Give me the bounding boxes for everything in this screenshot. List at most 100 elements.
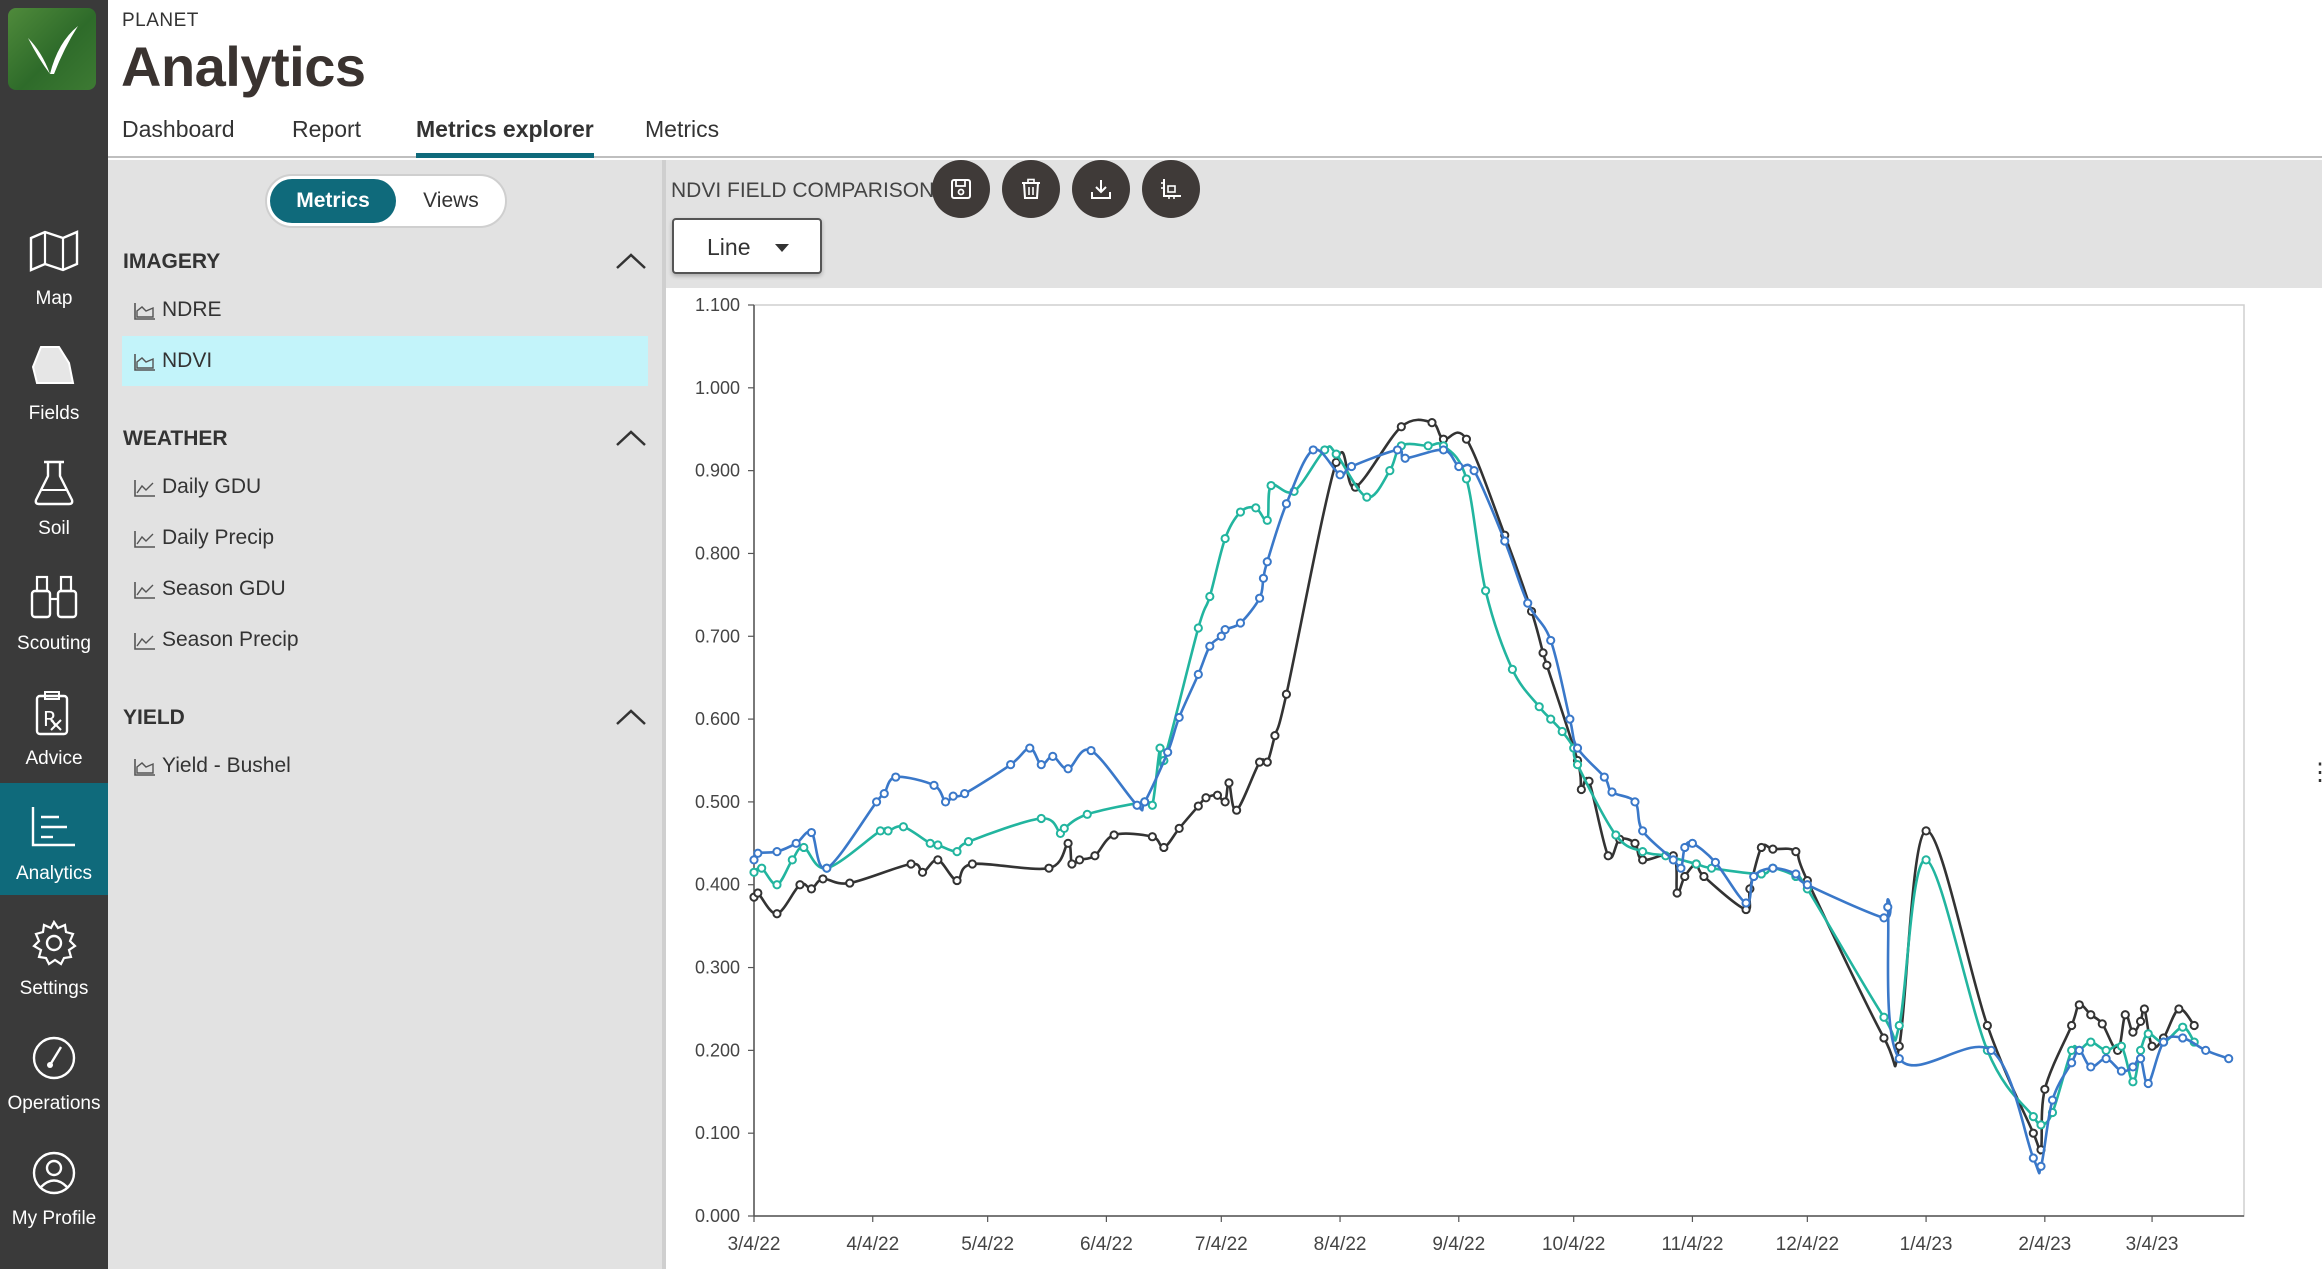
data-point [1090, 851, 1100, 861]
data-point [1680, 842, 1690, 853]
nav-label: Operations [7, 1093, 101, 1114]
x-tick-label: 7/4/22 [1195, 1234, 1248, 1255]
y-tick-label: 0.100 [695, 1123, 740, 1143]
data-point [1534, 702, 1544, 712]
chevron-up-icon[interactable] [614, 427, 648, 449]
tab-metrics[interactable]: Metrics [645, 116, 720, 142]
tab-metrics-explorer[interactable]: Metrics explorer [416, 116, 594, 158]
data-point [1599, 772, 1609, 782]
metric-item-season-precip[interactable]: Season Precip [122, 615, 648, 665]
svg-text:R: R [43, 707, 57, 731]
chart-type-select[interactable]: Line [672, 218, 822, 274]
data-point [1235, 507, 1246, 517]
data-point [1672, 888, 1682, 898]
metric-item-daily-precip[interactable]: Daily Precip [122, 513, 648, 563]
data-point [1749, 871, 1759, 882]
x-tick-label: 3/4/22 [728, 1234, 781, 1255]
data-point [871, 797, 882, 807]
metric-item-daily-gdu[interactable]: Daily GDU [122, 462, 648, 512]
x-tick-label: 6/4/22 [1080, 1234, 1133, 1255]
data-point [1423, 441, 1433, 451]
data-point [1638, 847, 1648, 857]
tab-report[interactable]: Report [292, 116, 362, 142]
axis-settings-button[interactable] [1142, 160, 1200, 218]
app-header: PLANET Analytics Dashboard Report Metric… [108, 0, 2322, 158]
data-point [2189, 1020, 2199, 1031]
nav-item-fields[interactable]: Fields [0, 323, 108, 435]
nav-item-scouting[interactable]: Scouting [0, 553, 108, 665]
toggle-views-button[interactable]: Views [423, 189, 479, 212]
data-point [1212, 790, 1223, 800]
series-line-1 [753, 442, 2196, 1128]
chevron-up-icon[interactable] [614, 250, 648, 272]
data-point [1308, 445, 1318, 455]
data-point [1879, 1012, 1889, 1022]
nav-item-map[interactable]: Map [0, 208, 108, 320]
data-point [891, 772, 901, 782]
data-point [2128, 1077, 2138, 1087]
data-point [1174, 823, 1184, 834]
data-point [845, 878, 855, 888]
section-title-weather: WEATHER [123, 427, 228, 450]
download-button[interactable] [1072, 160, 1130, 218]
data-point [1048, 751, 1058, 761]
y-tick-label: 0.300 [695, 958, 740, 978]
toggle-metrics-button[interactable]: Metrics [270, 179, 396, 223]
delete-button[interactable] [1002, 160, 1060, 218]
x-tick-label: 1/4/23 [1900, 1234, 1953, 1255]
data-point [1220, 533, 1230, 544]
metric-item-label: Daily GDU [162, 475, 262, 498]
data-point [795, 880, 805, 890]
data-point [1036, 760, 1046, 770]
data-point [1006, 760, 1016, 770]
data-point [2067, 1058, 2077, 1068]
nav-label: Advice [25, 748, 83, 769]
data-point [1335, 470, 1345, 480]
panel-divider[interactable] [662, 160, 666, 1269]
nav-item-advice[interactable]: R Advice [0, 668, 108, 780]
data-point [1607, 787, 1617, 797]
metric-item-ndvi[interactable]: NDVI [122, 336, 648, 386]
data-point [757, 863, 767, 873]
data-point [2101, 1045, 2111, 1055]
nav-label: Analytics [15, 863, 93, 884]
data-point [1469, 466, 1479, 476]
app-logo[interactable] [8, 8, 96, 90]
nav-label: Map [35, 288, 73, 309]
nav-item-settings[interactable]: Settings [0, 898, 108, 1010]
data-point [2086, 1037, 2096, 1047]
data-point [1572, 760, 1583, 770]
line-chart-icon [134, 531, 155, 548]
plot-frame [753, 304, 2245, 1217]
data-point [2178, 1022, 2188, 1032]
data-point [948, 791, 958, 801]
brand-label: PLANET [122, 10, 199, 31]
nav-item-operations[interactable]: Operations [0, 1013, 108, 1125]
tab-dashboard[interactable]: Dashboard [122, 116, 235, 142]
drag-handle-icon[interactable]: ⋮ [2308, 759, 2322, 786]
data-point [1400, 453, 1410, 463]
data-point [1768, 844, 1778, 854]
data-point [2143, 1078, 2153, 1089]
data-point [1193, 623, 1203, 633]
nav-item-analytics[interactable]: Analytics [0, 783, 108, 895]
nav-item-soil[interactable]: Soil [0, 438, 108, 550]
data-point [2086, 1062, 2096, 1072]
data-point [1262, 515, 1272, 525]
data-point [2036, 1161, 2046, 1171]
metric-item-season-gdu[interactable]: Season GDU [122, 564, 648, 614]
data-point [1396, 422, 1406, 432]
data-point [1454, 461, 1464, 472]
data-point [1220, 625, 1230, 635]
data-point [952, 847, 962, 857]
save-icon [951, 179, 971, 199]
data-point [917, 867, 928, 877]
data-point [753, 888, 763, 898]
data-point [1676, 863, 1686, 873]
metric-item-yield-bushel[interactable]: Yield - Bushel [122, 741, 648, 791]
metric-item-ndre[interactable]: NDRE [122, 285, 648, 335]
chevron-up-icon[interactable] [614, 706, 648, 728]
area-chart-icon [134, 759, 155, 776]
nav-item-my-profile[interactable]: My Profile [0, 1128, 108, 1240]
save-button[interactable] [932, 160, 990, 218]
